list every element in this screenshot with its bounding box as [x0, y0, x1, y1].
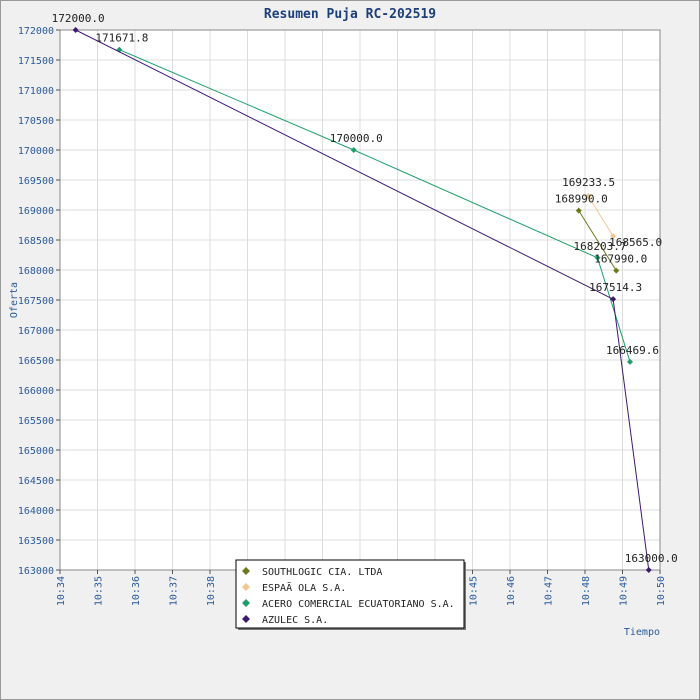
series-line-1	[578, 210, 617, 271]
y-tick-label: 167000	[18, 326, 54, 337]
y-tick-label: 165000	[18, 446, 54, 457]
legend-entry: ACERO COMERCIAL ECUATORIANO S.A.	[262, 599, 455, 610]
y-tick-label: 172000	[18, 26, 54, 37]
legend-marker	[242, 583, 250, 591]
x-tick-label: 10:50	[656, 576, 667, 606]
x-tick-label: 10:35	[94, 576, 105, 606]
data-point	[645, 567, 652, 573]
y-tick-label: 169500	[18, 176, 54, 187]
y-tick-label: 169000	[18, 206, 54, 217]
x-tick-label: 10:36	[131, 576, 142, 606]
y-tick-label: 163500	[18, 536, 54, 547]
data-label: 163000.0	[625, 552, 678, 565]
y-tick-label: 168500	[18, 236, 54, 247]
y-tick-label: 165500	[18, 416, 54, 427]
y-tick-label: 166500	[18, 356, 54, 367]
data-point	[627, 358, 633, 365]
series-line-3	[119, 49, 631, 362]
y-tick-label: 171000	[18, 86, 54, 97]
series-line-2	[587, 195, 614, 237]
data-point	[575, 207, 582, 214]
data-point	[72, 27, 79, 33]
y-tick-label: 166000	[18, 386, 54, 397]
x-tick-label: 10:34	[56, 576, 67, 606]
y-tick-label: 163000	[18, 566, 54, 577]
y-tick-label: 164000	[18, 506, 54, 517]
data-label: 167990.0	[594, 253, 647, 266]
legend-entry: SOUTHLOGIC CIA. LTDA	[262, 567, 382, 578]
data-point	[350, 147, 357, 153]
data-label: 171671.8	[95, 32, 148, 45]
y-axis-label: Oferta	[9, 282, 20, 318]
data-label: 169233.5	[562, 176, 615, 189]
legend-marker	[242, 567, 250, 575]
legend-marker	[242, 599, 250, 607]
data-point	[585, 192, 592, 199]
y-tick-label: 171500	[18, 56, 54, 67]
x-axis-label: Tiempo	[624, 627, 660, 638]
data-label: 172000.0	[52, 12, 105, 25]
y-tick-label: 167500	[18, 296, 54, 307]
x-tick-label: 10:46	[506, 576, 517, 606]
x-tick-label: 10:48	[581, 576, 592, 606]
chart-title: Resumen Puja RC-202519	[264, 7, 436, 22]
data-point	[594, 254, 601, 261]
y-tick-label: 170500	[18, 116, 54, 127]
legend-marker	[242, 615, 250, 623]
x-tick-label: 10:49	[619, 576, 630, 606]
x-tick-label: 10:45	[469, 576, 480, 606]
y-tick-label: 164500	[18, 476, 54, 487]
data-label: 168203.7	[574, 240, 627, 253]
data-label: 167514.3	[589, 281, 642, 294]
y-tick-label: 168000	[18, 266, 54, 277]
y-tick-label: 170000	[18, 146, 54, 157]
data-label: 170000.0	[330, 132, 383, 145]
legend-entry: ESPAÃ OLA S.A.	[262, 581, 346, 594]
x-tick-label: 10:38	[206, 576, 217, 606]
legend-entry: AZULEC S.A.	[262, 615, 328, 626]
data-point	[610, 233, 617, 240]
data-point	[610, 296, 617, 303]
data-label: 166469.6	[606, 344, 659, 357]
data-label: 168990.0	[555, 193, 608, 206]
legend-box	[235, 559, 465, 629]
x-tick-label: 10:37	[169, 576, 180, 606]
data-point	[613, 267, 620, 274]
x-tick-label: 10:47	[544, 576, 555, 606]
data-label: 168565.0	[609, 236, 662, 249]
